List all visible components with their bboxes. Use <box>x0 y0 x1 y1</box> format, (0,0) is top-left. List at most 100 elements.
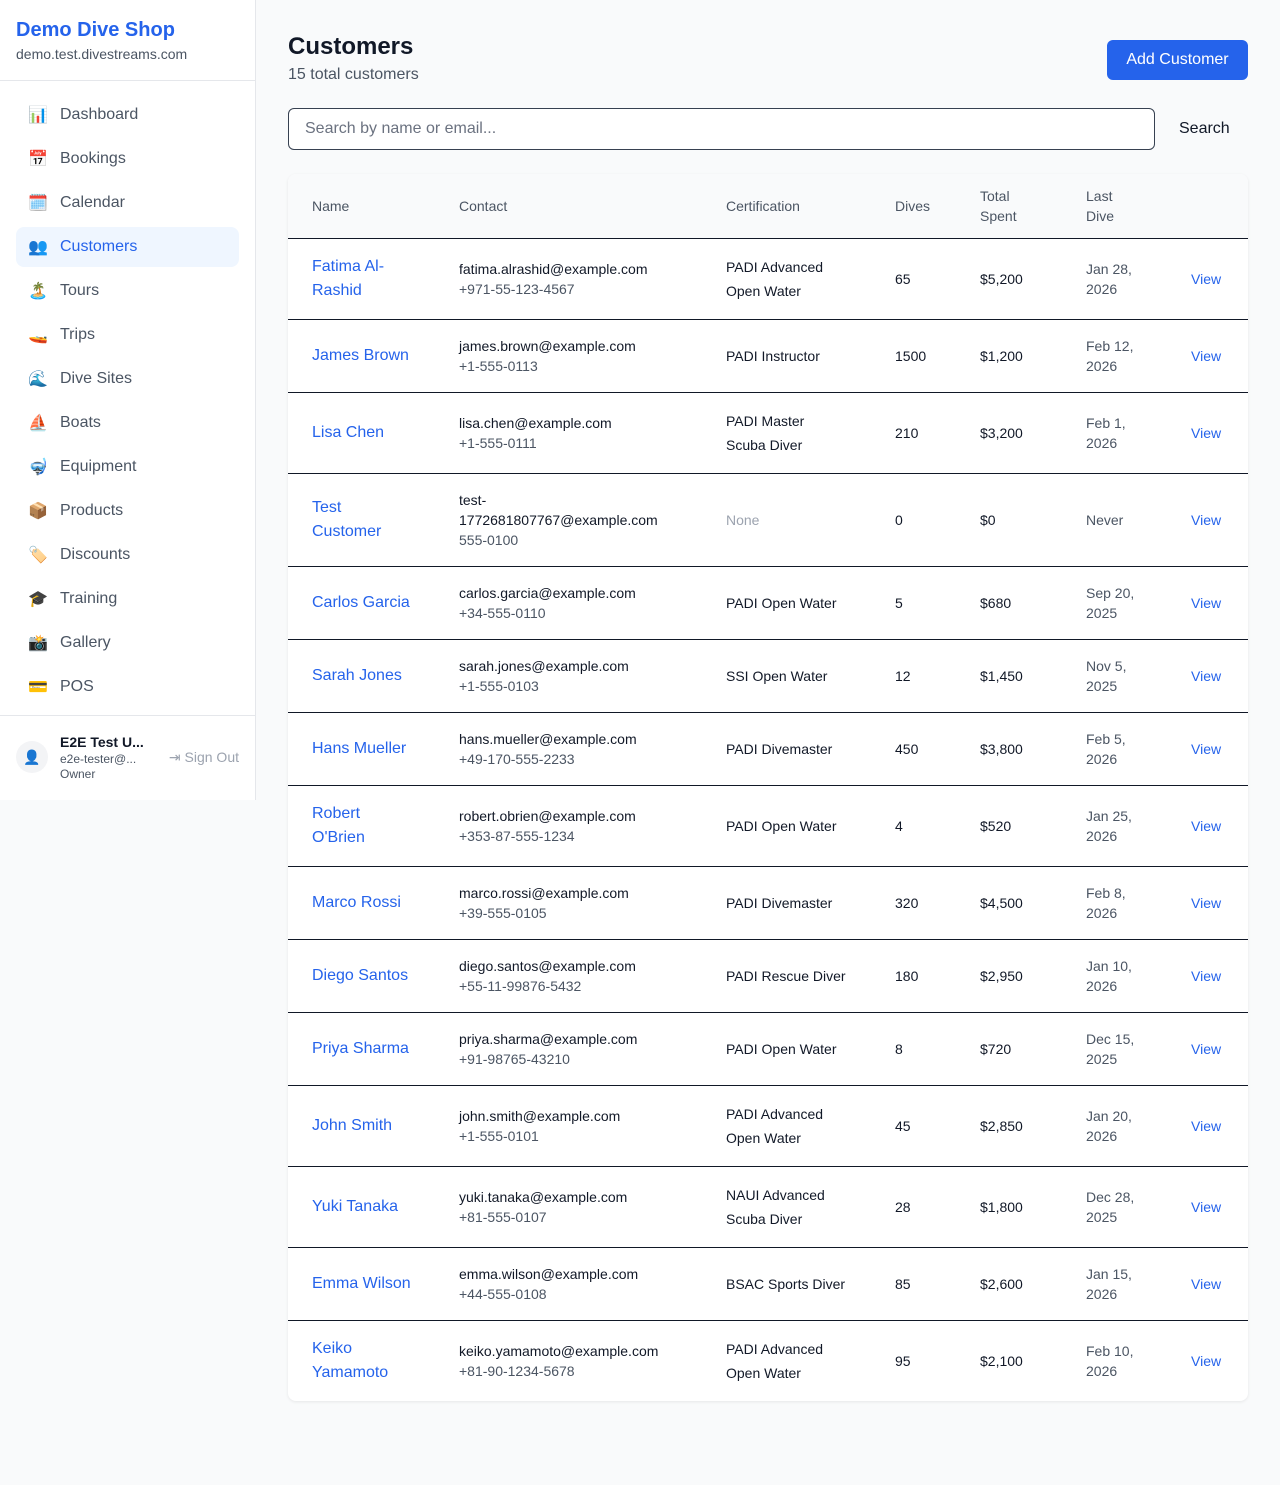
table-row: James Brown james.brown@example.com +1-555… <box>288 319 1248 393</box>
search-button[interactable]: Search <box>1179 120 1230 137</box>
customer-name-link[interactable]: John Smith <box>312 1117 393 1134</box>
view-customer-link[interactable]: View <box>1191 968 1222 984</box>
sidebar-item-label: Equipment <box>60 458 137 475</box>
last-dive-cell: Jan 20, 2026 <box>1062 1085 1167 1167</box>
view-customer-link[interactable]: View <box>1191 425 1222 441</box>
view-customer-link[interactable]: View <box>1191 1041 1222 1057</box>
name-cell: Test Customer <box>288 473 435 567</box>
sidebar-item-label: Tours <box>60 282 100 299</box>
customer-email: fatima.alrashid@example.com <box>459 261 648 277</box>
sidebar-item-calendar[interactable]: 🗓️ Calendar <box>16 183 239 223</box>
sidebar: Demo Dive Shop demo.test.divestreams.com… <box>0 0 256 800</box>
customer-name-link[interactable]: Hans Mueller <box>312 740 407 757</box>
customer-certification: PADI Divemaster <box>726 895 833 911</box>
sidebar-item-label: Boats <box>60 414 101 431</box>
customer-name-link[interactable]: Keiko Yamamoto <box>312 1340 389 1381</box>
actions-cell: View <box>1167 866 1248 940</box>
customer-name-link[interactable]: Priya Sharma <box>312 1040 409 1057</box>
last-dive-date: Feb 8, 2026 <box>1086 885 1126 921</box>
last-dive-date: Jan 10, 2026 <box>1086 958 1132 994</box>
total-spent-cell: $2,850 <box>956 1085 1062 1167</box>
name-cell: Priya Sharma <box>288 1012 435 1086</box>
name-cell: Sarah Jones <box>288 639 435 713</box>
boats-icon: ⛵ <box>28 415 48 432</box>
sidebar-item-training[interactable]: 🎓 Training <box>16 579 239 619</box>
sidebar-item-equipment[interactable]: 🤿 Equipment <box>16 447 239 487</box>
bookings-icon: 📅 <box>28 151 48 168</box>
tours-icon: 🏝️ <box>28 283 48 300</box>
last-dive-cell: Jan 28, 2026 <box>1062 238 1167 320</box>
column-header-name: Name <box>288 174 435 239</box>
customer-name-link[interactable]: Robert O'Brien <box>312 805 365 846</box>
customer-certification: None <box>726 512 760 528</box>
certification-cell: PADI Divemaster <box>702 712 871 786</box>
sidebar-item-discounts[interactable]: 🏷️ Discounts <box>16 535 239 575</box>
last-dive-date: Dec 28, 2025 <box>1086 1189 1135 1225</box>
customers-icon: 👥 <box>28 239 48 256</box>
customer-name-link[interactable]: Emma Wilson <box>312 1275 411 1292</box>
view-customer-link[interactable]: View <box>1191 512 1222 528</box>
certification-cell: SSI Open Water <box>702 639 871 713</box>
sidebar-item-customers[interactable]: 👥 Customers <box>16 227 239 267</box>
view-customer-link[interactable]: View <box>1191 895 1222 911</box>
customer-email: lisa.chen@example.com <box>459 415 612 431</box>
contact-cell: marco.rossi@example.com +39-555-0105 <box>435 866 702 940</box>
view-customer-link[interactable]: View <box>1191 741 1222 757</box>
customer-phone: +44-555-0108 <box>459 1286 547 1302</box>
sidebar-item-tours[interactable]: 🏝️ Tours <box>16 271 239 311</box>
customer-name-link[interactable]: Lisa Chen <box>312 424 385 441</box>
view-customer-link[interactable]: View <box>1191 1276 1222 1292</box>
column-header-certification: Certification <box>702 174 871 239</box>
search-bar: Search <box>288 108 1248 150</box>
customer-phone: +971-55-123-4567 <box>459 281 575 297</box>
view-customer-link[interactable]: View <box>1191 1199 1222 1215</box>
total-spent-cell: $1,200 <box>956 319 1062 393</box>
view-customer-link[interactable]: View <box>1191 818 1222 834</box>
customer-name-link[interactable]: Sarah Jones <box>312 667 402 684</box>
customers-table: Name Contact Certification Dives Total Spent… <box>288 174 1248 1401</box>
customer-name-link[interactable]: Marco Rossi <box>312 894 401 911</box>
view-customer-link[interactable]: View <box>1191 595 1222 611</box>
view-customer-link[interactable]: View <box>1191 668 1222 684</box>
customer-name-link[interactable]: Yuki Tanaka <box>312 1198 398 1215</box>
view-customer-link[interactable]: View <box>1191 348 1222 364</box>
sidebar-item-products[interactable]: 📦 Products <box>16 491 239 531</box>
sidebar-item-pos[interactable]: 💳 POS <box>16 667 239 707</box>
customer-name-link[interactable]: Fatima Al-Rashid <box>312 258 385 299</box>
customer-certification: PADI Advanced Open Water <box>726 259 824 299</box>
view-customer-link[interactable]: View <box>1191 271 1222 287</box>
view-customer-link[interactable]: View <box>1191 1118 1222 1134</box>
sidebar-item-bookings[interactable]: 📅 Bookings <box>16 139 239 179</box>
sidebar-item-gallery[interactable]: 📸 Gallery <box>16 623 239 663</box>
customer-name-link[interactable]: Test Customer <box>312 499 382 540</box>
customer-phone: +81-90-1234-5678 <box>459 1363 575 1379</box>
total-spent-cell: $3,200 <box>956 392 1062 474</box>
customer-name-link[interactable]: James Brown <box>312 347 409 364</box>
add-customer-button[interactable]: Add Customer <box>1107 40 1248 80</box>
customer-phone: +353-87-555-1234 <box>459 828 575 844</box>
shop-name[interactable]: Demo Dive Shop <box>16 19 175 41</box>
column-header-dives: Dives <box>871 174 956 239</box>
customer-phone: +1-555-0103 <box>459 678 539 694</box>
search-input[interactable] <box>288 108 1155 150</box>
sidebar-item-dive-sites[interactable]: 🌊 Dive Sites <box>16 359 239 399</box>
total-spent-cell: $520 <box>956 785 1062 867</box>
dives-cell: 5 <box>871 566 956 640</box>
sidebar-item-label: Dashboard <box>60 106 139 123</box>
user-panel: 👤 E2E Test U... e2e-tester@... Owner ⇥ S… <box>0 715 255 798</box>
customer-name-link[interactable]: Carlos Garcia <box>312 594 410 611</box>
brand: Demo Dive Shop demo.test.divestreams.com <box>0 0 255 81</box>
contact-cell: diego.santos@example.com +55-11-99876-543… <box>435 939 702 1013</box>
sidebar-item-boats[interactable]: ⛵ Boats <box>16 403 239 443</box>
sidebar-item-label: Gallery <box>60 634 111 651</box>
view-customer-link[interactable]: View <box>1191 1353 1222 1369</box>
sidebar-item-trips[interactable]: 🚤 Trips <box>16 315 239 355</box>
sign-out-button[interactable]: ⇥ Sign Out <box>169 749 239 766</box>
pos-icon: 💳 <box>28 679 48 696</box>
customer-certification: PADI Open Water <box>726 818 837 834</box>
customer-name-link[interactable]: Diego Santos <box>312 967 409 984</box>
customer-email: diego.santos@example.com <box>459 958 636 974</box>
sidebar-item-dashboard[interactable]: 📊 Dashboard <box>16 95 239 135</box>
table-row: Keiko Yamamoto keiko.yamamoto@example.com… <box>288 1321 1248 1402</box>
sidebar-item-label: POS <box>60 678 94 695</box>
